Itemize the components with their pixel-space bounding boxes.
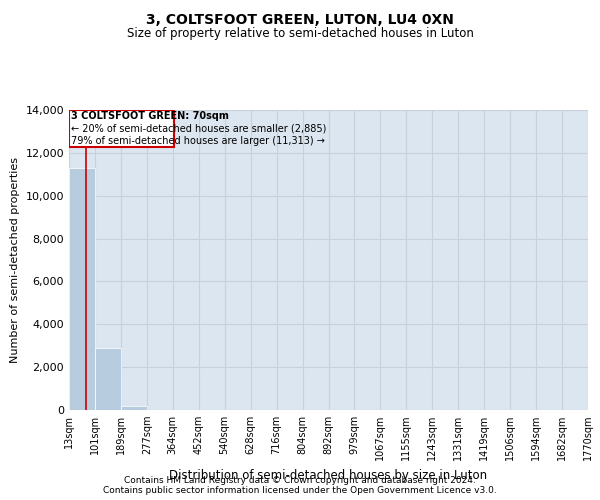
Bar bbox=[95, 348, 121, 410]
Text: Contains public sector information licensed under the Open Government Licence v3: Contains public sector information licen… bbox=[103, 486, 497, 495]
Text: 3, COLTSFOOT GREEN, LUTON, LU4 0XN: 3, COLTSFOOT GREEN, LUTON, LU4 0XN bbox=[146, 12, 454, 26]
Text: Contains HM Land Registry data © Crown copyright and database right 2024.: Contains HM Land Registry data © Crown c… bbox=[124, 476, 476, 485]
Bar bbox=[69, 110, 175, 147]
Text: ← 20% of semi-detached houses are smaller (2,885): ← 20% of semi-detached houses are smalle… bbox=[71, 124, 327, 134]
Bar bbox=[121, 406, 147, 410]
Text: Size of property relative to semi-detached houses in Luton: Size of property relative to semi-detach… bbox=[127, 28, 473, 40]
Y-axis label: Number of semi-detached properties: Number of semi-detached properties bbox=[10, 157, 20, 363]
Bar bbox=[69, 168, 95, 410]
Text: 3 COLTSFOOT GREEN: 70sqm: 3 COLTSFOOT GREEN: 70sqm bbox=[71, 110, 229, 120]
X-axis label: Distribution of semi-detached houses by size in Luton: Distribution of semi-detached houses by … bbox=[169, 468, 488, 481]
Text: 79% of semi-detached houses are larger (11,313) →: 79% of semi-detached houses are larger (… bbox=[71, 136, 325, 145]
